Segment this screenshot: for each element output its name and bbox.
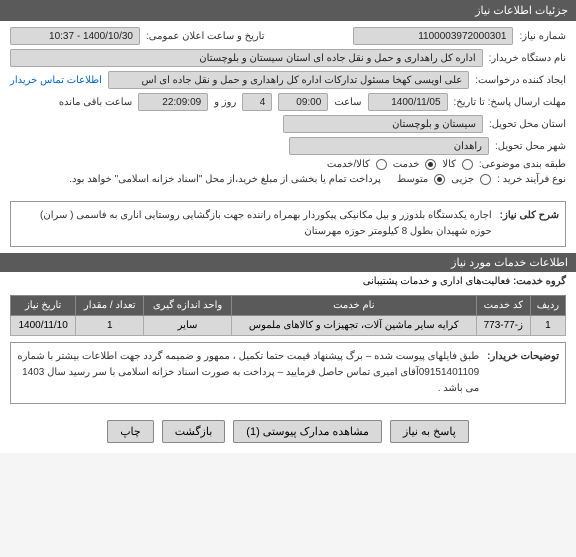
deadline-time: 09:00 — [278, 93, 328, 111]
days-label: روز و — [214, 97, 236, 108]
creator-value: علی اویسی کهخا مسئول تدارکات اداره کل را… — [108, 71, 469, 89]
respond-button[interactable]: پاسخ به نیاز — [390, 420, 469, 443]
opt-both: کالا/خدمت — [327, 159, 370, 170]
col-date: تاریخ نیاز — [11, 296, 76, 316]
process-note: پرداخت تمام یا بخشی از مبلغ خرید،از محل … — [69, 174, 381, 185]
back-button[interactable]: بازگشت — [162, 420, 226, 443]
city-value: راهدان — [289, 137, 489, 155]
province-label: استان محل تحویل: — [489, 119, 566, 130]
cell-row: 1 — [530, 316, 565, 336]
deadline-label: مهلت ارسال پاسخ: تا تاریخ: — [454, 97, 566, 108]
print-button[interactable]: چاپ — [107, 420, 154, 443]
radio-both[interactable] — [376, 159, 387, 170]
col-name: نام خدمت — [231, 296, 476, 316]
time-label: ساعت — [334, 97, 361, 108]
cell-name: کرایه سایر ماشین آلات، تجهیزات و کالاهای… — [231, 316, 476, 336]
cell-qty: 1 — [76, 316, 144, 336]
contact-link[interactable]: اطلاعات تماس خریدار — [10, 75, 102, 86]
col-code: کد خدمت — [476, 296, 530, 316]
cell-date: 1400/11/10 — [11, 316, 76, 336]
req-no-label: شماره نیاز: — [519, 31, 566, 42]
group-label: گروه خدمت: — [513, 276, 566, 287]
table-row: 1 ز-77-773 کرایه سایر ماشین آلات، تجهیزا… — [11, 316, 566, 336]
remain-time: 22:09:09 — [138, 93, 208, 111]
notes-box: توضیحات خریدار: طبق فایلهای پیوست شده – … — [10, 342, 566, 404]
announce-value: 1400/10/30 - 10:37 — [10, 27, 140, 45]
col-qty: تعداد / مقدار — [76, 296, 144, 316]
desc-text: اجاره یکدستگاه بلدوزر و بیل مکانیکی پیکو… — [17, 208, 492, 240]
page-header: جزئیات اطلاعات نیاز — [0, 0, 576, 21]
opt-service: خدمت — [393, 159, 420, 170]
remain-label: ساعت باقی مانده — [59, 97, 132, 108]
creator-label: ایجاد کننده درخواست: — [475, 75, 566, 86]
process-label: نوع فرآیند خرید : — [497, 174, 566, 185]
pkg-label: طبقه بندی موضوعی: — [479, 159, 566, 170]
city-label: شهر محل تحویل: — [495, 141, 566, 152]
col-row: ردیف — [530, 296, 565, 316]
col-unit: واحد اندازه گیری — [144, 296, 232, 316]
req-no-value: 1100003972000301 — [353, 27, 513, 45]
services-header: اطلاعات خدمات مورد نیاز — [0, 253, 576, 272]
buyer-value: اداره کل راهداری و حمل و نقل جاده ای است… — [10, 49, 483, 67]
attachments-button[interactable]: مشاهده مدارک پیوستی (1) — [233, 420, 382, 443]
radio-goods[interactable] — [462, 159, 473, 170]
group-value: فعالیت‌های اداری و خدمات پشتیبانی — [363, 276, 510, 287]
radio-partial[interactable] — [480, 174, 491, 185]
cell-unit: سایر — [144, 316, 232, 336]
notes-label: توضیحات خریدار: — [487, 349, 559, 397]
deadline-date: 1400/11/05 — [368, 93, 448, 111]
desc-label: شرح کلی نیاز: — [500, 208, 559, 240]
opt-medium: متوسط — [397, 174, 428, 185]
opt-partial: جزیی — [451, 174, 474, 185]
province-value: سیستان و بلوچستان — [283, 115, 483, 133]
radio-service[interactable] — [425, 159, 436, 170]
services-table: ردیف کد خدمت نام خدمت واحد اندازه گیری ت… — [10, 295, 566, 336]
notes-text: طبق فایلهای پیوست شده – برگ پیشنهاد قیمت… — [17, 349, 479, 397]
buyer-label: نام دستگاه خریدار: — [489, 53, 566, 64]
cell-code: ز-77-773 — [476, 316, 530, 336]
days-value: 4 — [242, 93, 272, 111]
opt-goods: کالا — [442, 159, 456, 170]
description-box: شرح کلی نیاز: اجاره یکدستگاه بلدوزر و بی… — [10, 201, 566, 247]
radio-medium[interactable] — [434, 174, 445, 185]
announce-label: تاریخ و ساعت اعلان عمومی: — [146, 31, 265, 42]
